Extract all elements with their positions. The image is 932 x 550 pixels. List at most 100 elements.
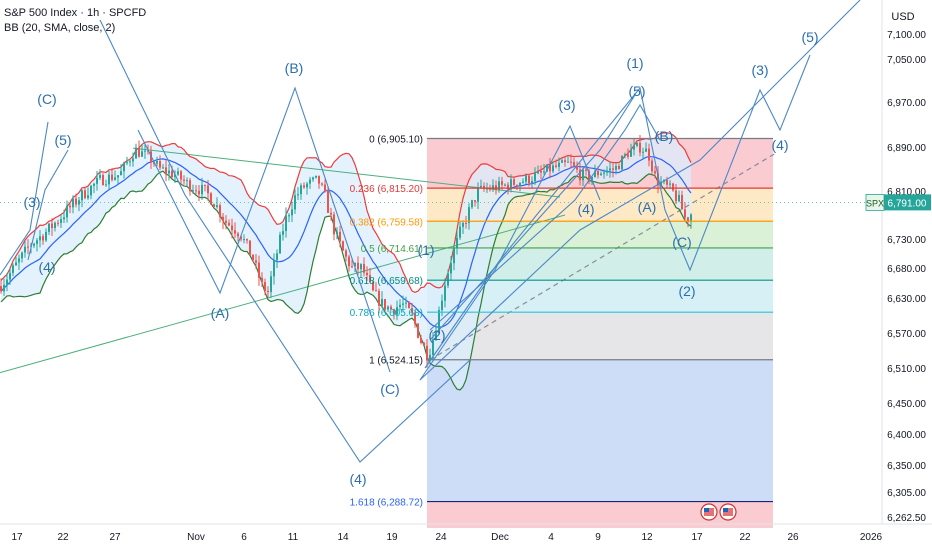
candle-body: [684, 209, 686, 218]
candle-body: [390, 306, 392, 310]
candle-body: [669, 183, 671, 185]
candle-body: [444, 285, 446, 301]
candle-body: [504, 184, 506, 186]
candle-body: [33, 243, 35, 246]
x-tick-label: 17: [691, 532, 703, 543]
wave-label: (1): [417, 242, 434, 258]
candle-body: [261, 277, 263, 283]
wave-label: (3): [23, 194, 40, 210]
candle-body: [255, 260, 257, 263]
candle-body: [618, 165, 620, 170]
candle-body: [519, 182, 521, 187]
wave-label: (5): [801, 29, 818, 45]
trend-line-lower: [0, 214, 566, 374]
candle-body: [105, 184, 107, 186]
price-tag-value: 6,791.00: [888, 198, 927, 209]
candle-body: [675, 190, 677, 202]
candle-body: [477, 187, 479, 202]
candle-body: [549, 164, 551, 172]
candle-body: [201, 184, 203, 195]
candle-body: [279, 234, 281, 254]
candle-body: [252, 254, 254, 261]
event-markers: [700, 503, 737, 521]
candle-body: [195, 190, 197, 192]
candle-body: [75, 198, 77, 205]
x-tick-label: 2026: [860, 532, 883, 543]
fib-levels: 0 (6,905.10) 0.236 (6,815.20) 0.382 (6,759…: [350, 135, 773, 509]
candle-body: [636, 142, 638, 146]
candle-body: [603, 172, 605, 174]
candle-body: [93, 183, 95, 186]
candle-body: [450, 263, 452, 274]
candle-body: [108, 174, 110, 185]
wave-label: (C): [672, 234, 691, 250]
candle-body: [507, 184, 509, 190]
candle-body: [372, 281, 374, 291]
y-tick-label: 7,050.00: [887, 55, 926, 66]
candle-body: [399, 304, 401, 308]
candle-body: [270, 276, 272, 293]
fib-label-0: 0 (6,905.10): [369, 135, 423, 146]
candle-body: [78, 200, 80, 205]
candle-body: [189, 180, 191, 192]
y-tick-label: 6,305.00: [887, 488, 926, 499]
symbol-title[interactable]: S&P 500 Index · 1h · SPCFD: [4, 7, 147, 19]
candle-body: [639, 142, 641, 153]
candle-body: [558, 162, 560, 167]
wave-label: (4): [349, 471, 366, 487]
candle-body: [327, 191, 329, 213]
us-flag-icon: [700, 503, 718, 521]
trend-line-upper: [132, 147, 561, 198]
candle-body: [159, 161, 161, 168]
candle-body: [0, 286, 2, 292]
candle-body: [243, 239, 245, 241]
candle-body: [102, 175, 104, 186]
candle-body: [516, 184, 518, 187]
wave-label: (3): [751, 62, 768, 78]
candle-body: [9, 272, 11, 280]
candle-body: [411, 308, 413, 313]
fib-zone-1: [427, 359, 773, 502]
candle-body: [543, 171, 545, 173]
y-tick-label: 6,510.00: [887, 364, 926, 375]
candle-body: [213, 204, 215, 207]
candle-body: [366, 272, 368, 276]
candle-body: [555, 165, 557, 167]
candle-body: [66, 205, 68, 218]
wave-label: (A): [638, 199, 657, 215]
bb-upper-line: [0, 132, 692, 294]
candle-body: [429, 354, 431, 361]
candle-body: [342, 241, 344, 251]
indicator-label[interactable]: BB (20, SMA, close, 2): [4, 22, 116, 34]
candle-body: [21, 252, 23, 259]
y-tick-label: 6,400.00: [887, 430, 926, 441]
candle-body: [483, 185, 485, 189]
candle-body: [456, 237, 458, 249]
candle-body: [186, 180, 188, 182]
candle-body: [615, 165, 617, 170]
candle-body: [585, 169, 587, 171]
candle-body: [48, 223, 50, 232]
candle-body: [228, 222, 230, 226]
candle-body: [567, 161, 569, 163]
candle-body: [123, 163, 125, 172]
candle-body: [393, 309, 395, 315]
candle-body: [579, 169, 581, 181]
x-tick-label: 12: [641, 532, 653, 543]
candle-body: [27, 246, 29, 248]
candle-body: [333, 214, 335, 235]
candle-body: [582, 169, 584, 181]
candle-body: [315, 175, 317, 178]
candle-body: [576, 165, 578, 170]
y-tick-label: 6,262.50: [887, 513, 926, 524]
candle-body: [45, 231, 47, 241]
elliott-wave-labels: (C) (5) (3) (4) (B) (A) (C) (4) (1) (2) (3) (5) (1) (…: [23, 29, 818, 487]
wave-label: (5): [628, 83, 645, 99]
candle-body: [627, 154, 629, 157]
candle-body: [204, 184, 206, 186]
wave-line-7: [429, 94, 636, 341]
candle-body: [180, 171, 182, 180]
